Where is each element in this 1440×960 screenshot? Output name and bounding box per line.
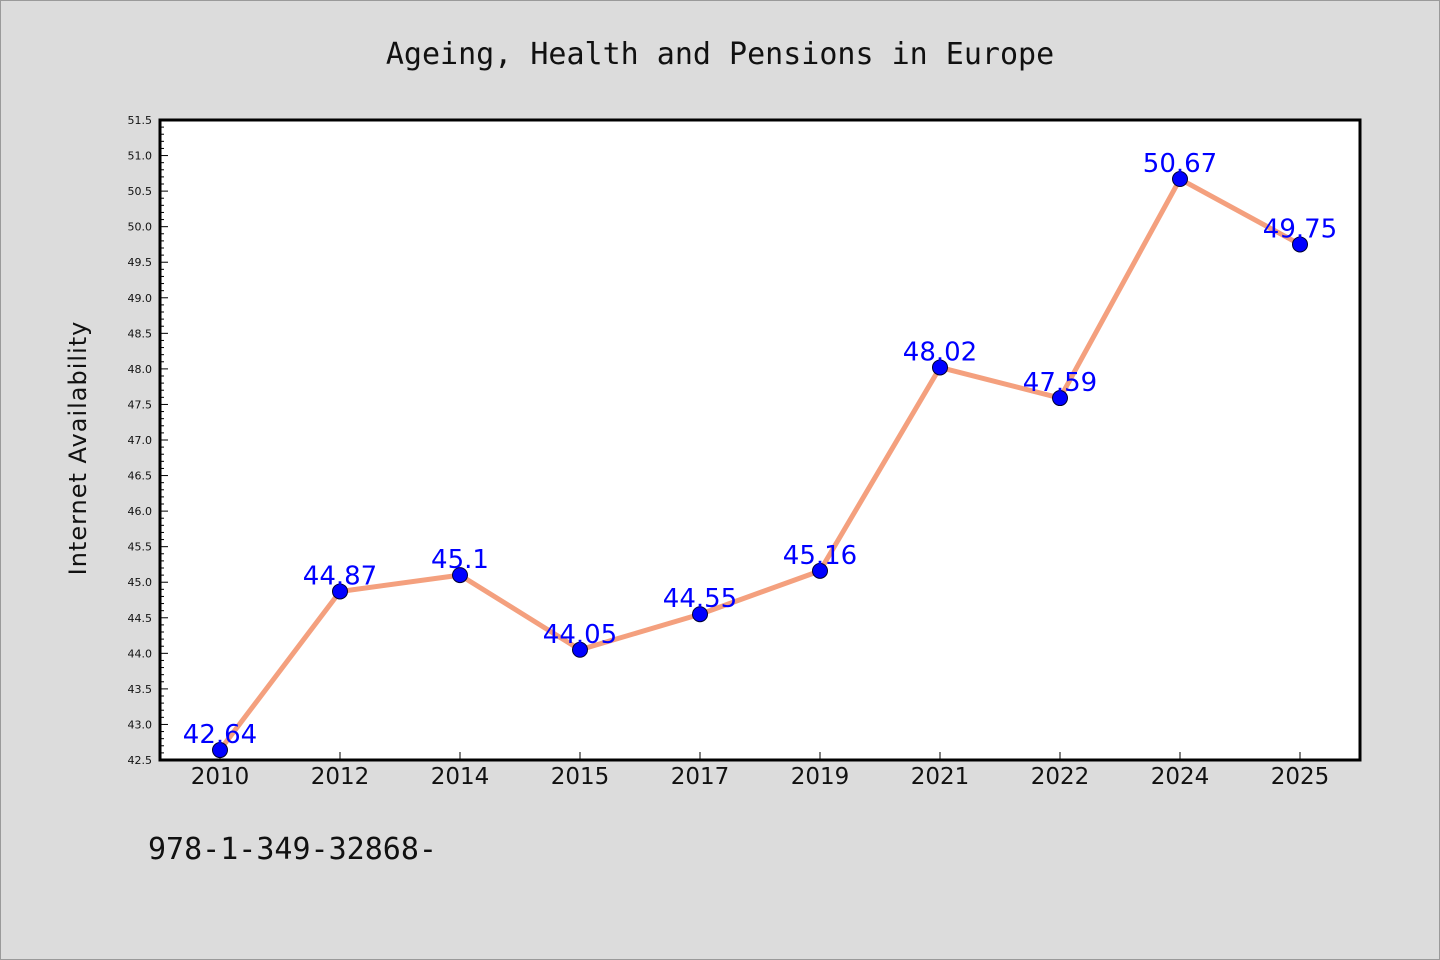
data-point-marker <box>1292 236 1308 253</box>
x-tick-label: 2015 <box>551 764 610 790</box>
y-tick-label: 50.0 <box>128 221 153 234</box>
data-point-marker <box>692 606 708 623</box>
y-tick-label: 43.0 <box>128 718 153 731</box>
data-label: 42.64 <box>183 720 257 750</box>
y-tick-label: 49.0 <box>128 292 153 305</box>
data-point-marker <box>332 583 348 600</box>
series-markers <box>212 171 1308 759</box>
y-tick-label: 45.0 <box>128 576 153 589</box>
y-tick-label: 50.5 <box>128 185 153 198</box>
y-tick-label: 44.0 <box>128 647 153 660</box>
data-point-marker <box>932 359 948 376</box>
data-label: 48.02 <box>903 337 977 367</box>
data-label: 45.1 <box>431 545 489 575</box>
y-tick-label: 44.5 <box>128 612 153 625</box>
x-tick-label: 2012 <box>311 764 370 790</box>
x-tick-label: 2024 <box>1151 764 1210 790</box>
y-tick-label: 51.5 <box>128 114 153 127</box>
data-label: 45.16 <box>783 541 857 571</box>
y-tick-label: 47.5 <box>128 398 153 411</box>
x-tick-label: 2017 <box>671 764 730 790</box>
series-line <box>217 176 1303 753</box>
data-label: 44.87 <box>303 561 377 591</box>
y-tick-label: 42.5 <box>128 754 153 767</box>
data-labels: 42.64 44.87 45.1 44.05 44.55 45.16 48.02 47.59 5… <box>183 149 1337 750</box>
data-label: 47.59 <box>1023 368 1097 398</box>
y-tick-label: 46.0 <box>128 505 153 518</box>
y-tick-label: 48.5 <box>128 327 153 340</box>
data-label: 44.55 <box>663 584 737 614</box>
data-label: 49.75 <box>1263 214 1337 244</box>
y-axis-label: Internet Availability <box>64 321 92 576</box>
x-tick-label: 2025 <box>1271 764 1330 790</box>
x-tick-label: 2019 <box>791 764 850 790</box>
y-tick-label: 47.0 <box>128 434 153 447</box>
data-point-marker <box>572 641 588 658</box>
data-point-marker <box>1052 390 1068 407</box>
y-tick-label: 48.0 <box>128 363 153 376</box>
plot-area <box>158 118 1362 762</box>
x-axis-ticks: 2010 2012 2014 2015 2017 2019 2021 2022 2024 2025 <box>191 752 1330 790</box>
y-axis-ticks: 42.5 43.0 43.5 44.0 44.5 45.0 45.5 46.0 46.5 47.0… <box>128 114 168 767</box>
data-point-marker <box>1172 171 1188 188</box>
footnote-text: 978-1-349-32868- <box>148 832 437 867</box>
y-tick-label: 43.5 <box>128 683 153 696</box>
y-tick-label: 51.0 <box>128 150 153 163</box>
x-tick-label: 2022 <box>1031 764 1090 790</box>
y-tick-label: 45.5 <box>128 541 153 554</box>
data-point-marker <box>812 562 828 579</box>
data-label: 44.05 <box>543 620 617 650</box>
x-tick-label: 2010 <box>191 764 250 790</box>
data-label: 50.67 <box>1143 149 1217 179</box>
data-point-marker <box>452 567 468 584</box>
y-tick-label: 49.5 <box>128 256 153 269</box>
y-tick-label: 46.5 <box>128 470 153 483</box>
chart-title: Ageing, Health and Pensions in Europe <box>386 37 1054 72</box>
data-point-marker <box>212 742 228 759</box>
x-tick-label: 2021 <box>911 764 970 790</box>
x-tick-label: 2014 <box>431 764 490 790</box>
